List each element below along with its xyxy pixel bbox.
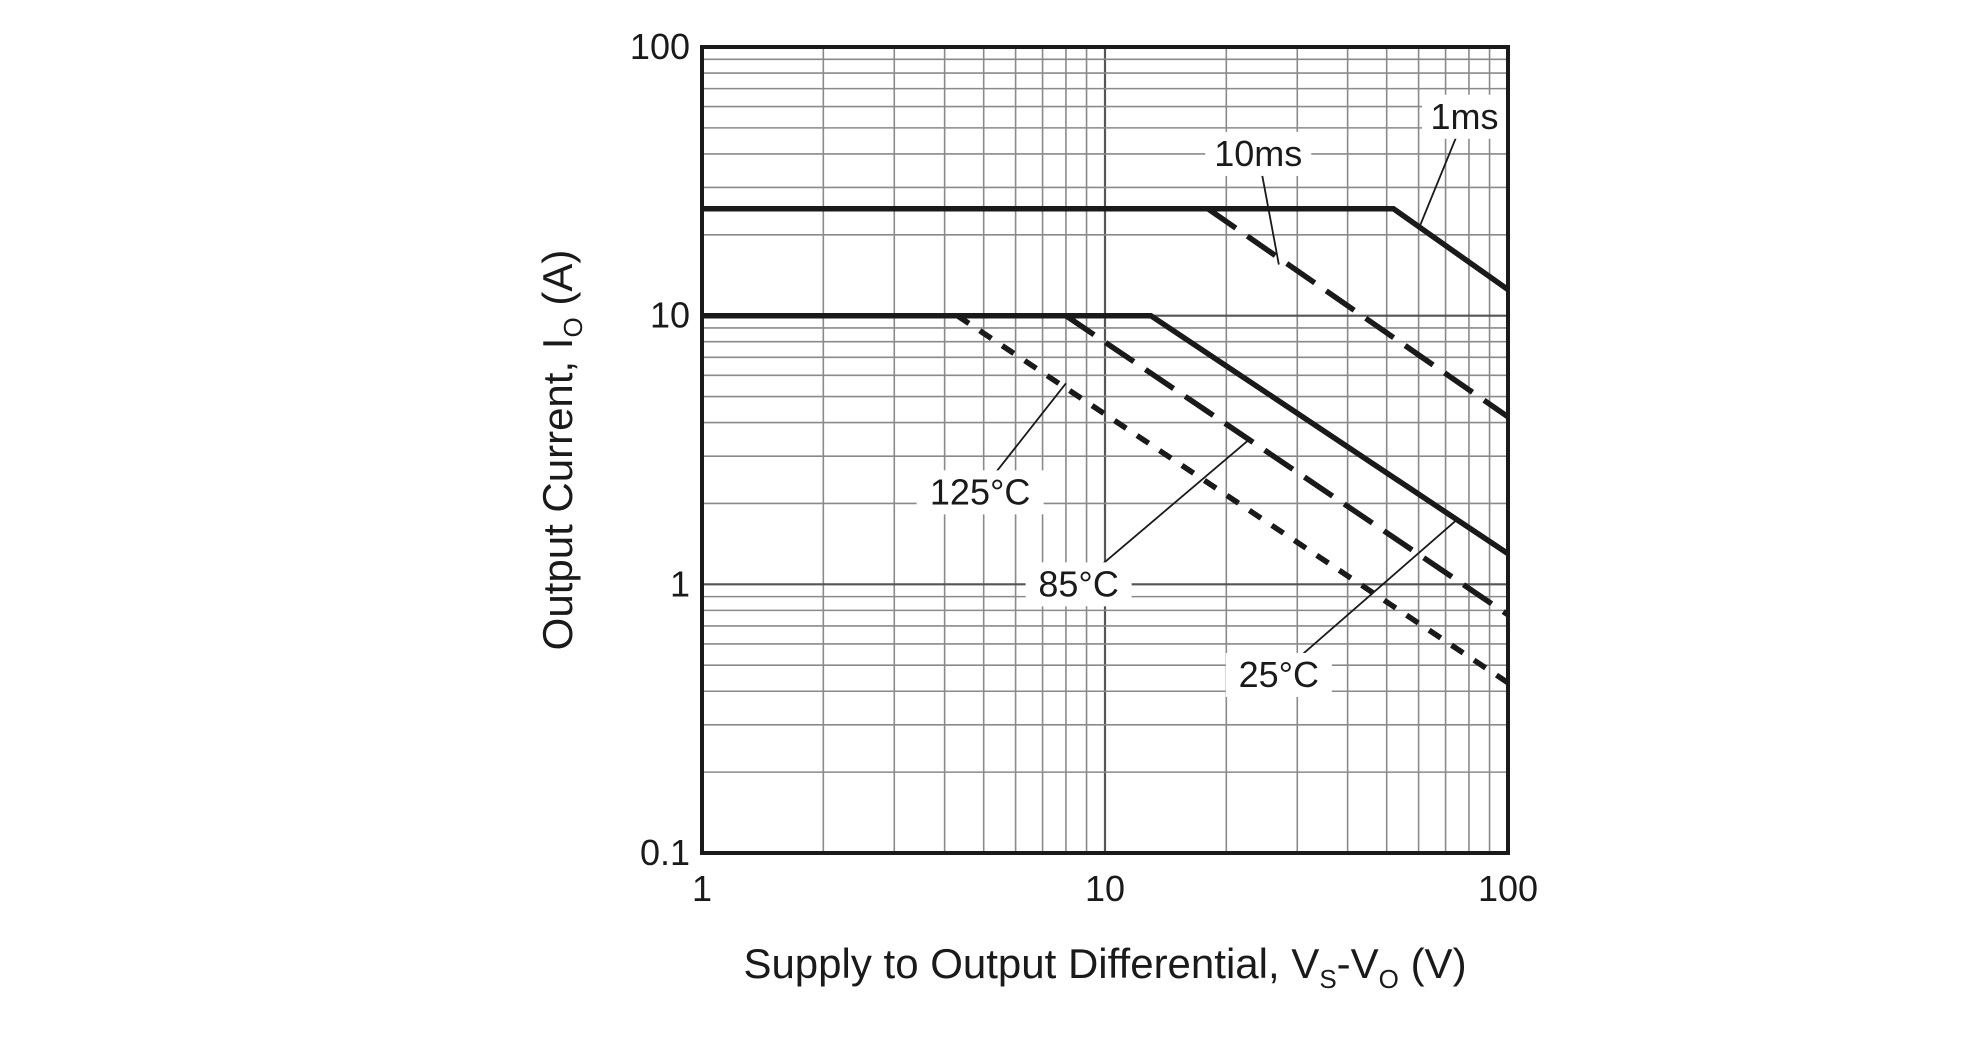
y-axis-title-tail: (A) (534, 250, 581, 318)
annotation-label: 1ms (1431, 96, 1499, 137)
annotation-labels: 1ms 10ms 125°C 85°C 25°C (916, 94, 1508, 697)
series-line-1ms (702, 206, 1510, 292)
annotation-label-bg (1205, 131, 1312, 176)
annotation-leader-line (1278, 518, 1459, 676)
x-tick-label: 10 (1085, 868, 1125, 909)
x-axis-title-sub1: S (1319, 964, 1336, 994)
annotation-leader-line (1078, 437, 1252, 586)
x-tick-label: 1 (692, 868, 712, 909)
plot-frame (700, 45, 1510, 855)
y-tick-label: 100 (630, 26, 690, 67)
annotation-label: 25°C (1239, 654, 1319, 695)
y-axis-title-sub: O (558, 317, 588, 337)
annotation-label: 85°C (1038, 563, 1118, 604)
series-lines (702, 206, 1510, 686)
x-axis-title-sub2: O (1379, 964, 1399, 994)
series-line-125c (955, 313, 1510, 686)
annotation-label: 125°C (930, 471, 1030, 512)
x-axis-title: Supply to Output Differential, VS-VO (V) (743, 940, 1466, 994)
annotation-label: 10ms (1214, 133, 1302, 174)
annotation-label-bg (1422, 94, 1508, 139)
y-tick-label: 0.1 (640, 832, 690, 873)
series-line-25c (702, 312, 1510, 556)
x-axis-title-main: Supply to Output Differential, V (743, 940, 1319, 987)
y-axis-title: Output Current, IO (A) (534, 250, 588, 651)
x-axis-title-tail: (V) (1399, 940, 1467, 987)
y-tick-label: 10 (650, 295, 690, 336)
series-line-85c (1064, 313, 1510, 618)
x-axis-title-mid: -V (1337, 940, 1379, 987)
series-line-10ms (1206, 206, 1510, 420)
annotation-label-bg (916, 470, 1044, 515)
y-tick-label: 1 (670, 563, 690, 604)
y-axis-title-main: Output Current, I (534, 338, 581, 651)
grid (702, 47, 1508, 853)
x-tick-label: 100 (1478, 868, 1538, 909)
annotation-label-bg (1225, 652, 1332, 697)
annotation-label-bg (1025, 562, 1132, 607)
